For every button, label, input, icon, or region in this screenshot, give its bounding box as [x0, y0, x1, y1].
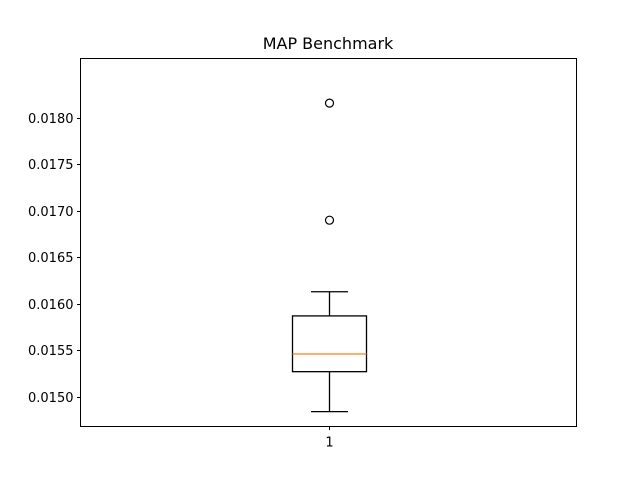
- x-tick-label: 1: [325, 436, 333, 451]
- box-iqr: [291, 315, 368, 373]
- chart-title: MAP Benchmark: [263, 34, 394, 53]
- y-tick-label: 0.0175: [28, 158, 74, 173]
- y-tick-label: 0.0170: [28, 205, 74, 220]
- y-tick-label: 0.0150: [28, 391, 74, 406]
- outlier-point: [324, 215, 335, 225]
- y-tick-label: 0.0155: [28, 344, 74, 359]
- plot-area-frame: [80, 58, 577, 427]
- y-tick-label: 0.0160: [28, 298, 74, 313]
- outlier-point: [324, 98, 335, 108]
- box-series: [291, 98, 368, 413]
- y-tick-label: 0.0165: [28, 251, 74, 266]
- y-axis: 0.0150 0.0155 0.0160 0.0165 0.0170 0.0175 0.01…: [28, 112, 81, 406]
- y-tick-label: 0.0180: [28, 112, 74, 127]
- x-axis: 1: [325, 426, 334, 451]
